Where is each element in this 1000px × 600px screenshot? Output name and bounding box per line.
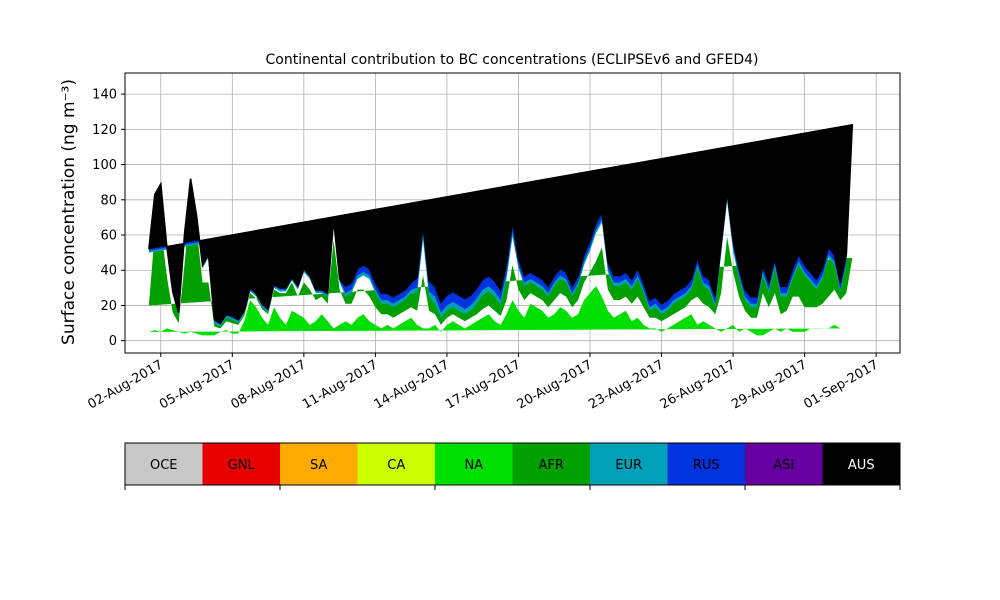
legend-swatch-gnl xyxy=(202,443,280,485)
x-axis-ticks: 02-Aug-201705-Aug-201708-Aug-201711-Aug-… xyxy=(85,353,881,413)
legend-label-afr: AFR xyxy=(539,458,564,473)
x-tick-label: 17-Aug-2017 xyxy=(443,357,523,412)
total-line xyxy=(148,124,854,325)
y-tick-label: 80 xyxy=(100,193,117,208)
x-tick-label: 01-Sep-2017 xyxy=(801,357,881,412)
legend-swatch-rus xyxy=(667,443,745,485)
y-tick-label: 0 xyxy=(109,334,117,349)
x-tick-label: 11-Aug-2017 xyxy=(300,357,380,412)
chart-title: Continental contribution to BC concentra… xyxy=(266,52,759,68)
legend-label-asi: ASI xyxy=(773,458,794,473)
y-tick-label: 60 xyxy=(100,229,117,244)
legend-swatch-asi xyxy=(745,443,823,485)
y-tick-label: 140 xyxy=(92,88,117,103)
x-tick-label: 02-Aug-2017 xyxy=(85,357,165,412)
area-series-na xyxy=(148,286,853,336)
x-tick-label: 29-Aug-2017 xyxy=(729,357,809,412)
legend-swatch-na xyxy=(435,443,513,485)
x-tick-label: 05-Aug-2017 xyxy=(157,357,237,412)
legend-label-eur: EUR xyxy=(615,458,642,473)
x-tick-label: 23-Aug-2017 xyxy=(586,357,666,412)
y-tick-label: 20 xyxy=(100,299,117,314)
total-outline xyxy=(148,124,854,325)
x-tick-label: 20-Aug-2017 xyxy=(515,357,595,412)
legend-label-sa: SA xyxy=(310,458,327,473)
legend-swatch-aus xyxy=(822,443,900,485)
x-tick-label: 14-Aug-2017 xyxy=(372,357,452,412)
y-tick-label: 120 xyxy=(92,123,117,138)
legend-label-rus: RUS xyxy=(693,458,720,473)
y-tick-label: 100 xyxy=(92,158,117,173)
legend-swatch-sa xyxy=(280,443,358,485)
legend-swatch-eur xyxy=(590,443,668,485)
legend-label-aus: AUS xyxy=(848,458,875,473)
x-tick-label: 26-Aug-2017 xyxy=(658,357,738,412)
legend-swatch-afr xyxy=(512,443,590,485)
x-tick-label: 08-Aug-2017 xyxy=(229,357,309,412)
legend-frame xyxy=(124,442,901,486)
plot-frame xyxy=(124,72,901,354)
y-axis-ticks: 0 20 40 60 80 100 120 140 xyxy=(92,88,125,349)
legend-label-ca: CA xyxy=(387,458,405,473)
legend-swatch-ca xyxy=(357,443,435,485)
stacked-areas xyxy=(148,124,853,336)
y-tick-label: 40 xyxy=(100,264,117,279)
legend-label-na: NA xyxy=(464,458,483,473)
region-colorbar-legend: OCE GNL SA CA NA AFR EUR RUS ASI AUS xyxy=(124,442,901,490)
legend-label-gnl: GNL xyxy=(228,458,256,473)
y-axis-label: Surface concentration (ng m⁻³) xyxy=(59,79,79,345)
area-series-aus xyxy=(148,124,853,324)
legend-label-oce: OCE xyxy=(150,458,178,473)
legend-swatch-oce xyxy=(125,443,203,485)
